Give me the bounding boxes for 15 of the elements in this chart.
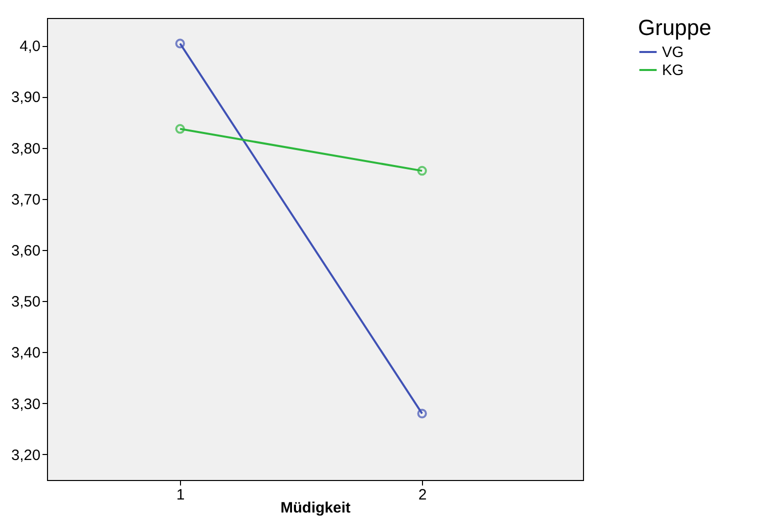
legend-label: VG: [662, 44, 684, 61]
y-tick-label: 3,30: [11, 396, 40, 413]
x-tick-label: 2: [418, 486, 427, 504]
x-tick-label: 1: [176, 486, 185, 504]
y-tick-label: 3,20: [11, 446, 40, 464]
legend-label: KG: [662, 62, 684, 79]
y-tick-label: 3,60: [11, 242, 40, 260]
y-tick-label: 3,80: [11, 140, 40, 158]
y-tick-label: 3,50: [11, 294, 40, 311]
y-tick-label: 3,90: [11, 89, 40, 106]
x-axis-title: Müdigkeit: [280, 500, 350, 516]
legend-title: Gruppe: [638, 15, 712, 40]
y-tick-label: 3,70: [11, 191, 40, 208]
y-tick-label: 4,0: [20, 38, 40, 56]
y-tick-label: 3,40: [11, 344, 40, 362]
